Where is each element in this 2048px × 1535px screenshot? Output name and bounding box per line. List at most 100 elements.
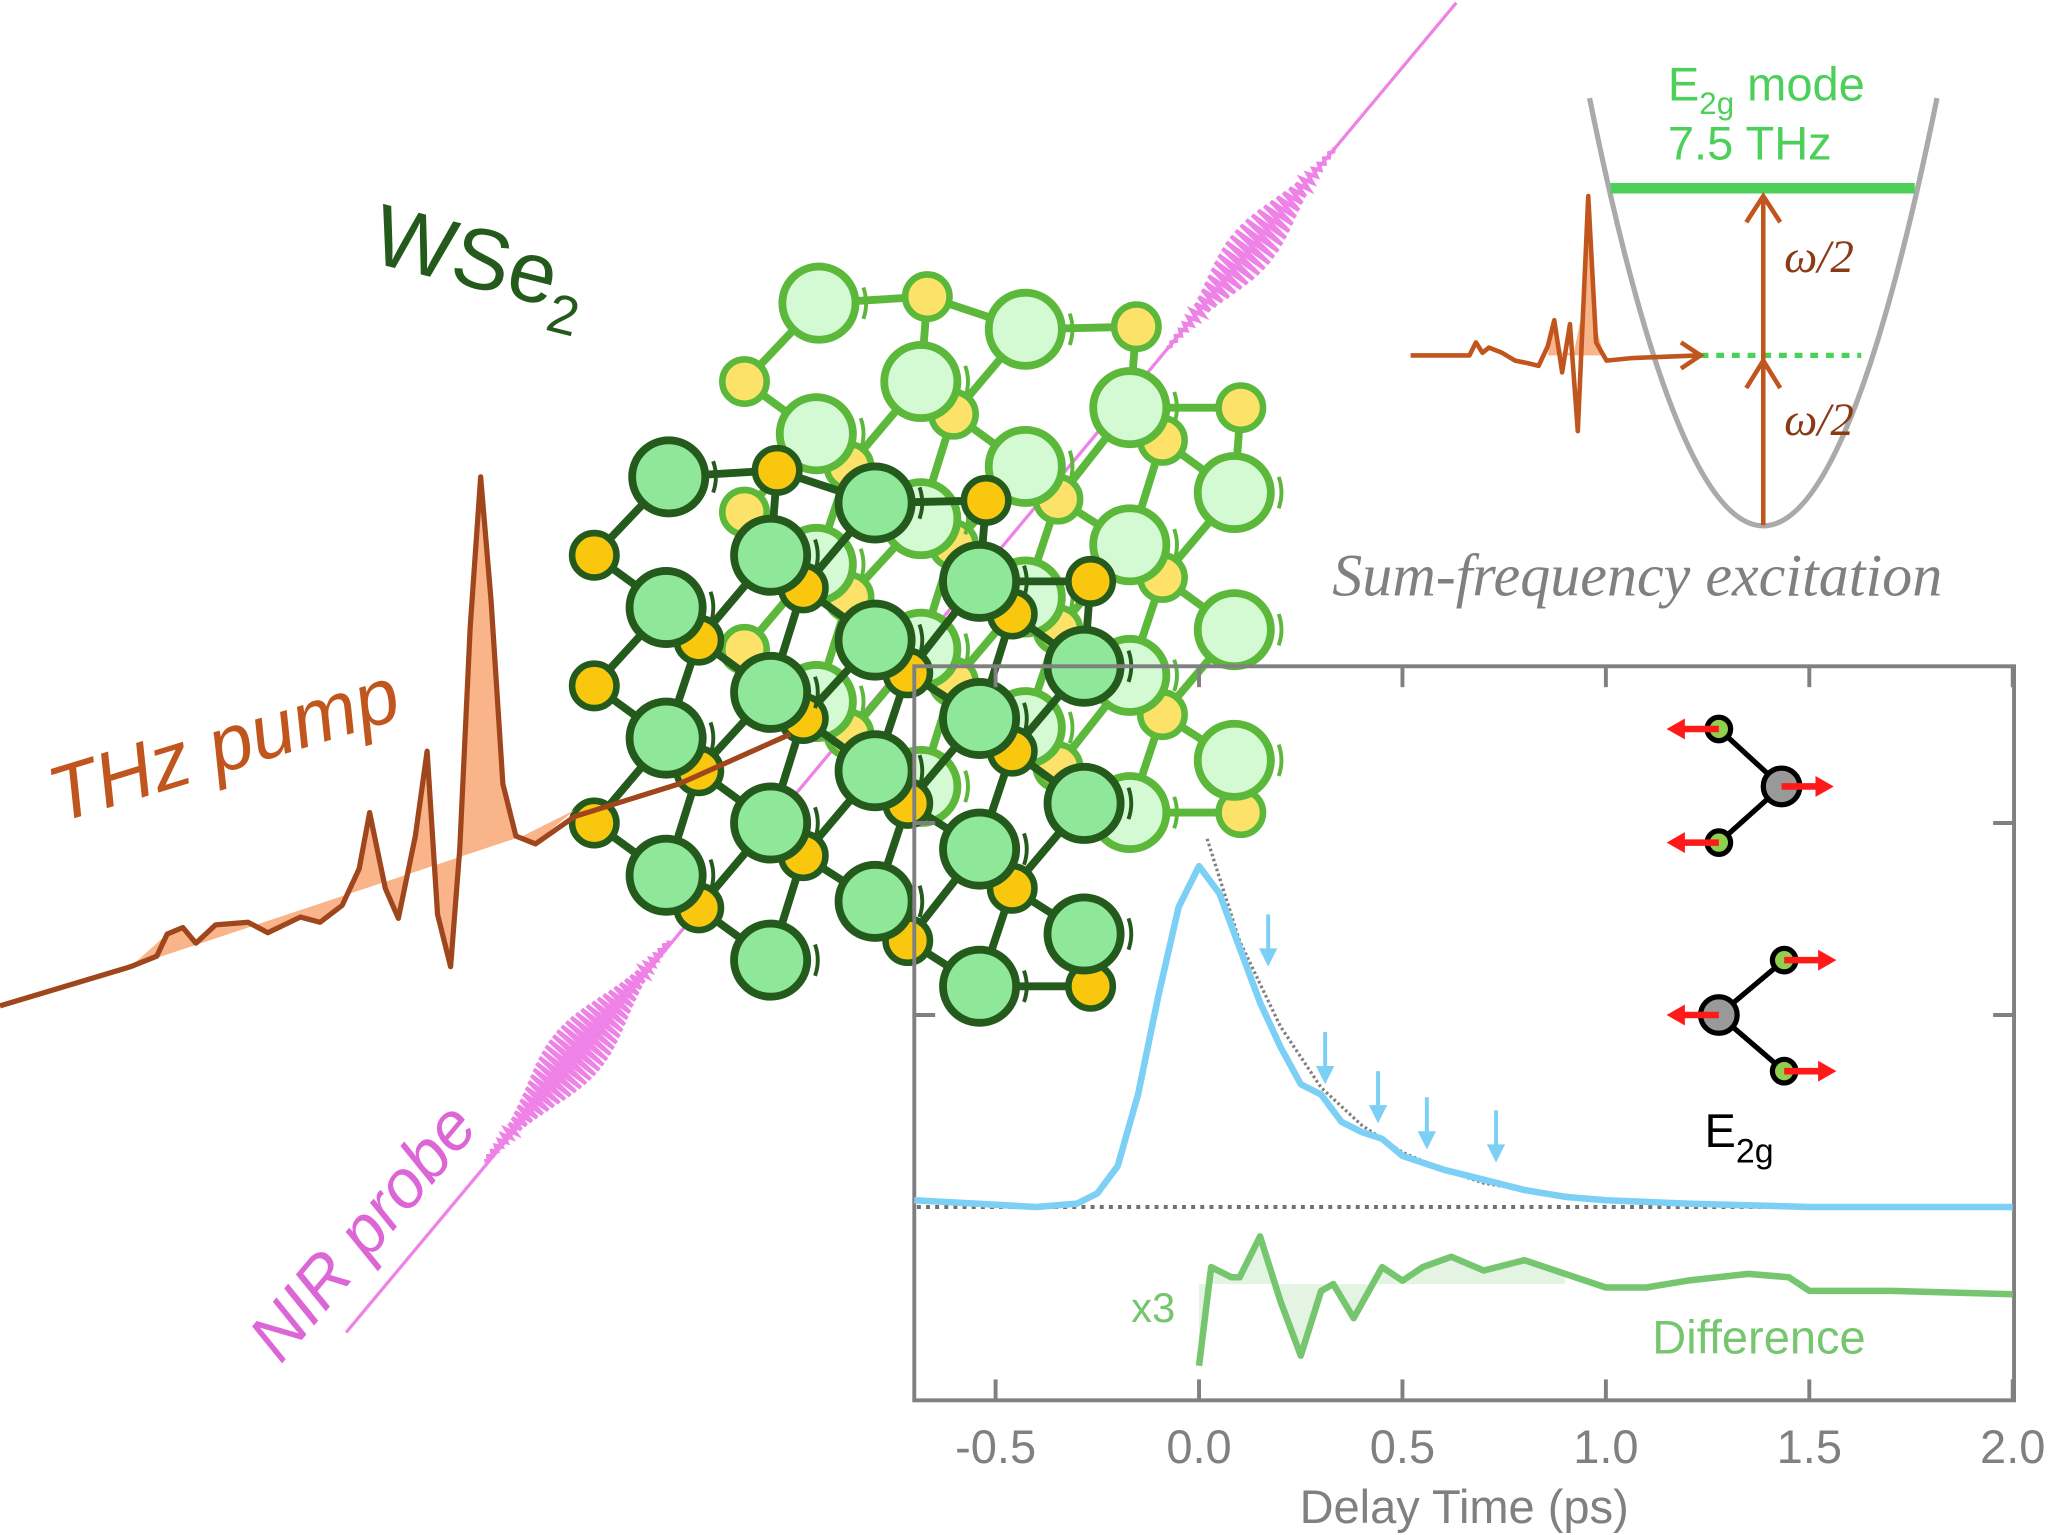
vibration-mark [1022, 565, 1029, 598]
w-atom [1193, 719, 1275, 801]
w-atom [625, 697, 707, 779]
w-atom [984, 425, 1066, 507]
difference-line [1195, 1233, 2013, 1367]
vibration-mark [1172, 659, 1179, 692]
omega-half-upper: ω/2 [1784, 231, 1854, 283]
vibration-mark [917, 486, 925, 520]
vibration-mark [963, 365, 970, 398]
red-arrow-icon [1781, 775, 1834, 797]
displacement-arrows [1666, 718, 1837, 1082]
red-arrow-icon [1784, 1060, 1837, 1082]
signal-line [914, 862, 2013, 1211]
w-atom [730, 651, 812, 733]
red-arrow-icon [1666, 718, 1719, 740]
vibration-mark [858, 548, 866, 581]
se-atom [568, 529, 620, 581]
vibration-mark [813, 943, 820, 977]
vibration-mark [1172, 528, 1179, 562]
sum-frequency-label: Sum-frequency excitation [1332, 542, 1942, 609]
lattice-front-layer [568, 436, 1134, 1027]
pulse-arrowhead [1679, 340, 1705, 371]
se-atom [1110, 301, 1162, 353]
nir-probe-pulses [483, 147, 1337, 1164]
w-atom [730, 782, 812, 864]
w-atom [1089, 504, 1171, 586]
thz-pump-fill [130, 476, 575, 967]
down-arrow-marker [1417, 1097, 1437, 1150]
se-atom [901, 271, 953, 323]
vibration-mark [708, 858, 716, 892]
w-atom [730, 919, 812, 1001]
se-atom [568, 660, 620, 712]
w-atom [834, 730, 916, 812]
probe-pulse [1166, 147, 1337, 350]
wse2-lattice [568, 262, 1284, 1027]
vibration-mark [708, 591, 716, 624]
w-atom [834, 462, 916, 544]
w-atom [625, 834, 707, 916]
x-tick-label: 2.0 [1980, 1420, 2045, 1473]
vibration-mark [963, 770, 970, 803]
vibration-mark [1067, 711, 1075, 744]
vibration-mark [1022, 969, 1029, 1003]
w-atom [1043, 762, 1125, 844]
w-atom [834, 599, 916, 681]
x-tick-label: 1.5 [1777, 1420, 1842, 1473]
thz-pump-label: THz pump [38, 649, 409, 839]
plot-frame [912, 664, 2016, 1403]
w-atom [1089, 367, 1171, 449]
w-atom [1193, 452, 1275, 534]
w-atom [775, 393, 857, 475]
vibration-mark [917, 623, 925, 657]
vibration-mark [963, 632, 970, 666]
x-ticks [914, 666, 2015, 1401]
vibration-mark [1022, 702, 1029, 735]
w-atom [778, 262, 860, 344]
sum-frequency-diagram: E2g mode 7.5 THz ω/2 ω/2 Sum-frequency e… [1332, 58, 1942, 609]
se-atom [751, 444, 803, 496]
se-atom [719, 356, 770, 408]
arrowhead-upper [1744, 191, 1783, 224]
mode-markers [1259, 914, 1506, 1163]
w-atom [1193, 589, 1275, 671]
mode-label: E2g mode [1668, 58, 1865, 121]
arrowhead-lower [1744, 356, 1783, 390]
nir-probe-label: NIR probe [235, 1089, 491, 1374]
vibration-mark [813, 676, 820, 709]
w-atom [939, 945, 1021, 1027]
vibration-mark [1276, 613, 1284, 647]
material-label: WSe2 [360, 187, 598, 349]
vibration-mark [1276, 743, 1284, 777]
fit-line [1205, 838, 1688, 1206]
w-atom [730, 514, 812, 596]
down-arrow-marker [1259, 914, 1278, 967]
probe-pulse [483, 940, 671, 1164]
se-atom [960, 474, 1012, 526]
w-atom [939, 678, 1021, 760]
w-atom [628, 436, 710, 518]
w-atom [939, 808, 1021, 890]
vibration-mark [708, 721, 716, 755]
delay-time-chart: -0.5 0.0 0.5 1.0 1.5 2.0 Delay Time (ps) x3 D… [912, 664, 2045, 1533]
vibration-mark [1022, 832, 1029, 866]
vibration-mark [1172, 391, 1179, 424]
vibration-mark [917, 885, 925, 918]
down-arrow-marker [1316, 1031, 1335, 1085]
vibration-mark [858, 685, 866, 718]
vibration-mark [858, 417, 866, 451]
w-atom [939, 540, 1021, 622]
w-atom [1043, 893, 1125, 975]
e2g-label: E2g [1704, 1104, 1773, 1171]
vibration-mark [813, 806, 820, 840]
red-arrow-icon [1784, 949, 1837, 971]
x-tick-label: 0.0 [1166, 1420, 1231, 1473]
thz-pulse-small-fill [1488, 196, 1604, 356]
vibration-mark [1172, 796, 1179, 829]
w-atom [625, 567, 707, 648]
vibration-mark [711, 460, 718, 494]
x3-label: x3 [1131, 1284, 1175, 1331]
omega-half-lower: ω/2 [1784, 394, 1854, 446]
vibration-mark [1067, 312, 1075, 346]
vibration-mark [1067, 450, 1075, 483]
